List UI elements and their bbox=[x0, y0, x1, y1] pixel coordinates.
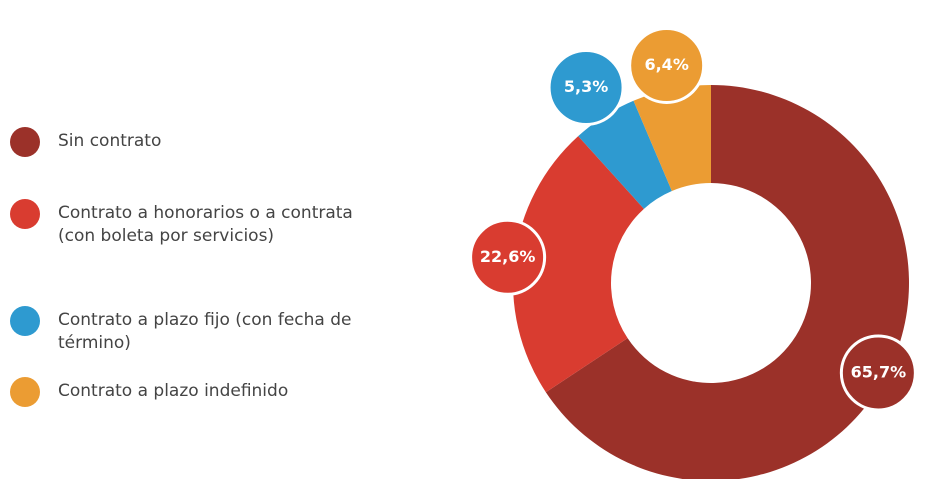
donut-segment bbox=[545, 85, 909, 479]
value-bubble bbox=[469, 218, 547, 296]
legend-item: Sin contrato bbox=[10, 127, 358, 157]
donut-segment bbox=[578, 100, 672, 209]
legend-label: Contrato a honorarios o a contrata (con … bbox=[58, 203, 353, 246]
legend-item: Contrato a honorarios o a contrata (con … bbox=[10, 199, 358, 248]
value-bubble bbox=[628, 26, 706, 104]
donut-segment bbox=[633, 85, 711, 191]
legend-label: Contrato a plazo fijo (con fecha de térm… bbox=[58, 310, 352, 353]
value-bubble bbox=[839, 334, 917, 412]
legend-swatch bbox=[10, 127, 40, 157]
value-bubble bbox=[547, 49, 625, 127]
donut-segment bbox=[513, 136, 644, 393]
legend-label: Contrato a plazo indefinido bbox=[58, 381, 289, 401]
value-label: 6,4% bbox=[644, 55, 688, 74]
legend-swatch bbox=[10, 199, 40, 229]
legend-label: Sin contrato bbox=[58, 131, 162, 151]
value-label: 22,6% bbox=[480, 247, 536, 266]
legend-swatch bbox=[10, 377, 40, 407]
value-label: 5,3% bbox=[564, 77, 608, 96]
value-label: 65,7% bbox=[851, 362, 907, 381]
legend-item: Contrato a plazo fijo (con fecha de térm… bbox=[10, 306, 358, 355]
legend-item: Contrato a plazo indefinido bbox=[10, 377, 358, 407]
legend-swatch bbox=[10, 306, 40, 336]
